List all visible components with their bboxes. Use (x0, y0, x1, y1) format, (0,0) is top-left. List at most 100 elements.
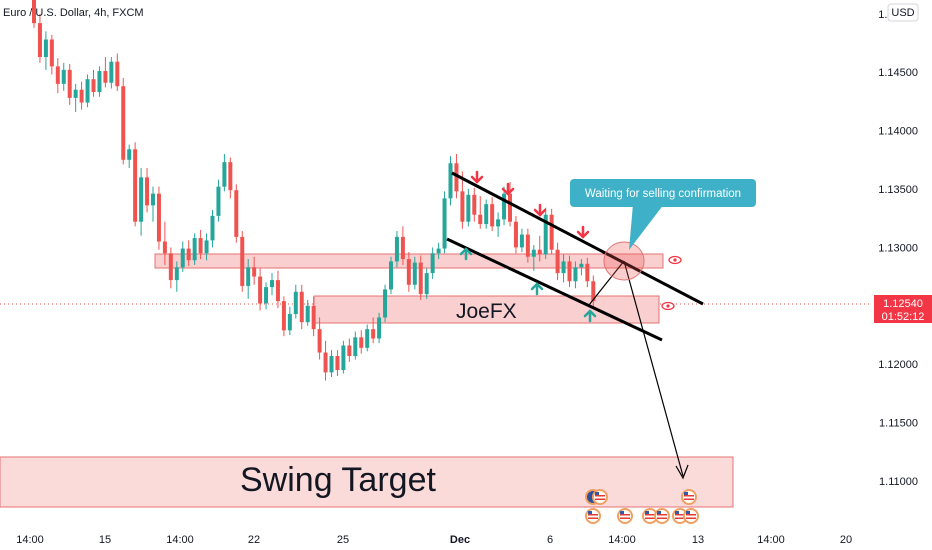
candle-body (281, 301, 286, 331)
candle-body (228, 162, 233, 191)
candle-body (156, 193, 161, 242)
swing-target-zone[interactable] (0, 456, 734, 508)
currency-box[interactable] (887, 3, 919, 22)
candle-body (180, 248, 185, 268)
candle-body (305, 305, 310, 323)
flag-canton (645, 511, 649, 514)
candle-body (174, 267, 179, 281)
projection-line-down (623, 260, 684, 477)
candle-body (513, 221, 518, 248)
candle-body (61, 69, 66, 84)
candle-body (109, 61, 114, 83)
x-tick-label: Dec (450, 534, 470, 546)
arrow-up-icon (459, 247, 473, 261)
candle-body (466, 194, 471, 222)
candle-body (103, 71, 108, 83)
candle-body (359, 337, 364, 348)
candle-body (240, 236, 245, 286)
flag-stripe (620, 517, 630, 519)
y-tick-label: 1.13500 (878, 184, 918, 196)
flag-canton (620, 511, 624, 514)
x-tick-label: 14:00 (608, 534, 636, 546)
candle-body (591, 281, 596, 302)
candle-body (448, 163, 453, 199)
candle-body (210, 215, 215, 241)
y-tick-label: 1.14000 (878, 126, 918, 138)
candle-body (85, 79, 90, 103)
flag-stripe (684, 498, 694, 500)
candle-body (531, 249, 536, 257)
candle-body (436, 248, 441, 254)
flag-canton (686, 511, 690, 514)
candle-body (525, 234, 530, 257)
candle-body (329, 356, 334, 373)
candle-body (353, 337, 358, 357)
arrow-down-icon (501, 182, 515, 196)
y-tick-label: 1.12000 (878, 359, 918, 371)
candle-body (133, 149, 138, 222)
candle-body (424, 273, 429, 295)
candle-body (561, 261, 566, 274)
x-tick-label: 20 (840, 534, 852, 546)
candle-body (454, 163, 459, 192)
candle-body (579, 263, 584, 268)
support-zone[interactable] (313, 295, 660, 324)
y-tick-label: 1.11500 (879, 418, 918, 430)
flag-canton (675, 511, 679, 514)
candle-body (127, 149, 132, 160)
candle-body (472, 194, 477, 215)
channel-upper-line[interactable] (451, 171, 704, 306)
x-tick-label: 6 (547, 534, 553, 546)
candle-body (115, 61, 120, 87)
candle-body (234, 190, 239, 237)
candle-body (484, 204, 489, 225)
candle-body (91, 79, 96, 93)
candle-body (287, 313, 292, 331)
current-price-tag (874, 295, 932, 323)
candle-body (270, 280, 274, 288)
x-tick-label: 14:00 (166, 534, 194, 546)
countdown-label: 01:52:12 (882, 311, 925, 323)
candle-body (192, 238, 197, 261)
candle-body (311, 305, 316, 330)
current-price-label: 1.12540 (883, 298, 923, 310)
flag-stripe (595, 495, 605, 497)
candle-body (394, 236, 399, 262)
callout-text: Waiting for selling confirmation (585, 188, 741, 200)
candle-body (162, 241, 167, 254)
swing-target-label: Swing Target (240, 461, 436, 499)
flag-stripe (645, 514, 655, 516)
candle-body (204, 240, 209, 254)
flag-stripe (588, 514, 598, 516)
flag-stripe (595, 498, 605, 500)
flag-stripe (686, 514, 696, 516)
candle-body (335, 356, 340, 371)
candle-body (371, 329, 376, 339)
candle-body (496, 219, 501, 227)
candle-body (377, 317, 382, 339)
eye-pupil (666, 304, 670, 308)
candle-body (549, 214, 554, 250)
x-tick-label: 14:00 (757, 534, 785, 546)
flag-canton (684, 492, 688, 495)
channel-lower-line[interactable] (446, 237, 663, 342)
candle-body (573, 267, 578, 282)
flag-stripe (684, 495, 694, 497)
callout-box[interactable] (570, 179, 756, 207)
chart-title: Euro / U.S. Dollar, 4h, FXCM (3, 7, 144, 19)
arrowhead-icon (675, 464, 689, 480)
candle-body (555, 249, 560, 274)
candle-body (460, 191, 465, 222)
flag-stripe (675, 517, 685, 519)
y-tick-label: 1.13000 (878, 242, 918, 254)
candle-body (365, 329, 370, 348)
candle-body (151, 193, 155, 206)
candle-body (299, 291, 304, 323)
candle-body (216, 186, 221, 216)
candle-body (121, 86, 126, 160)
x-tick-label: 14:00 (16, 534, 44, 546)
confirmation-circle[interactable] (603, 241, 645, 281)
arrow-up-icon (583, 309, 597, 323)
candle-body (222, 162, 227, 187)
